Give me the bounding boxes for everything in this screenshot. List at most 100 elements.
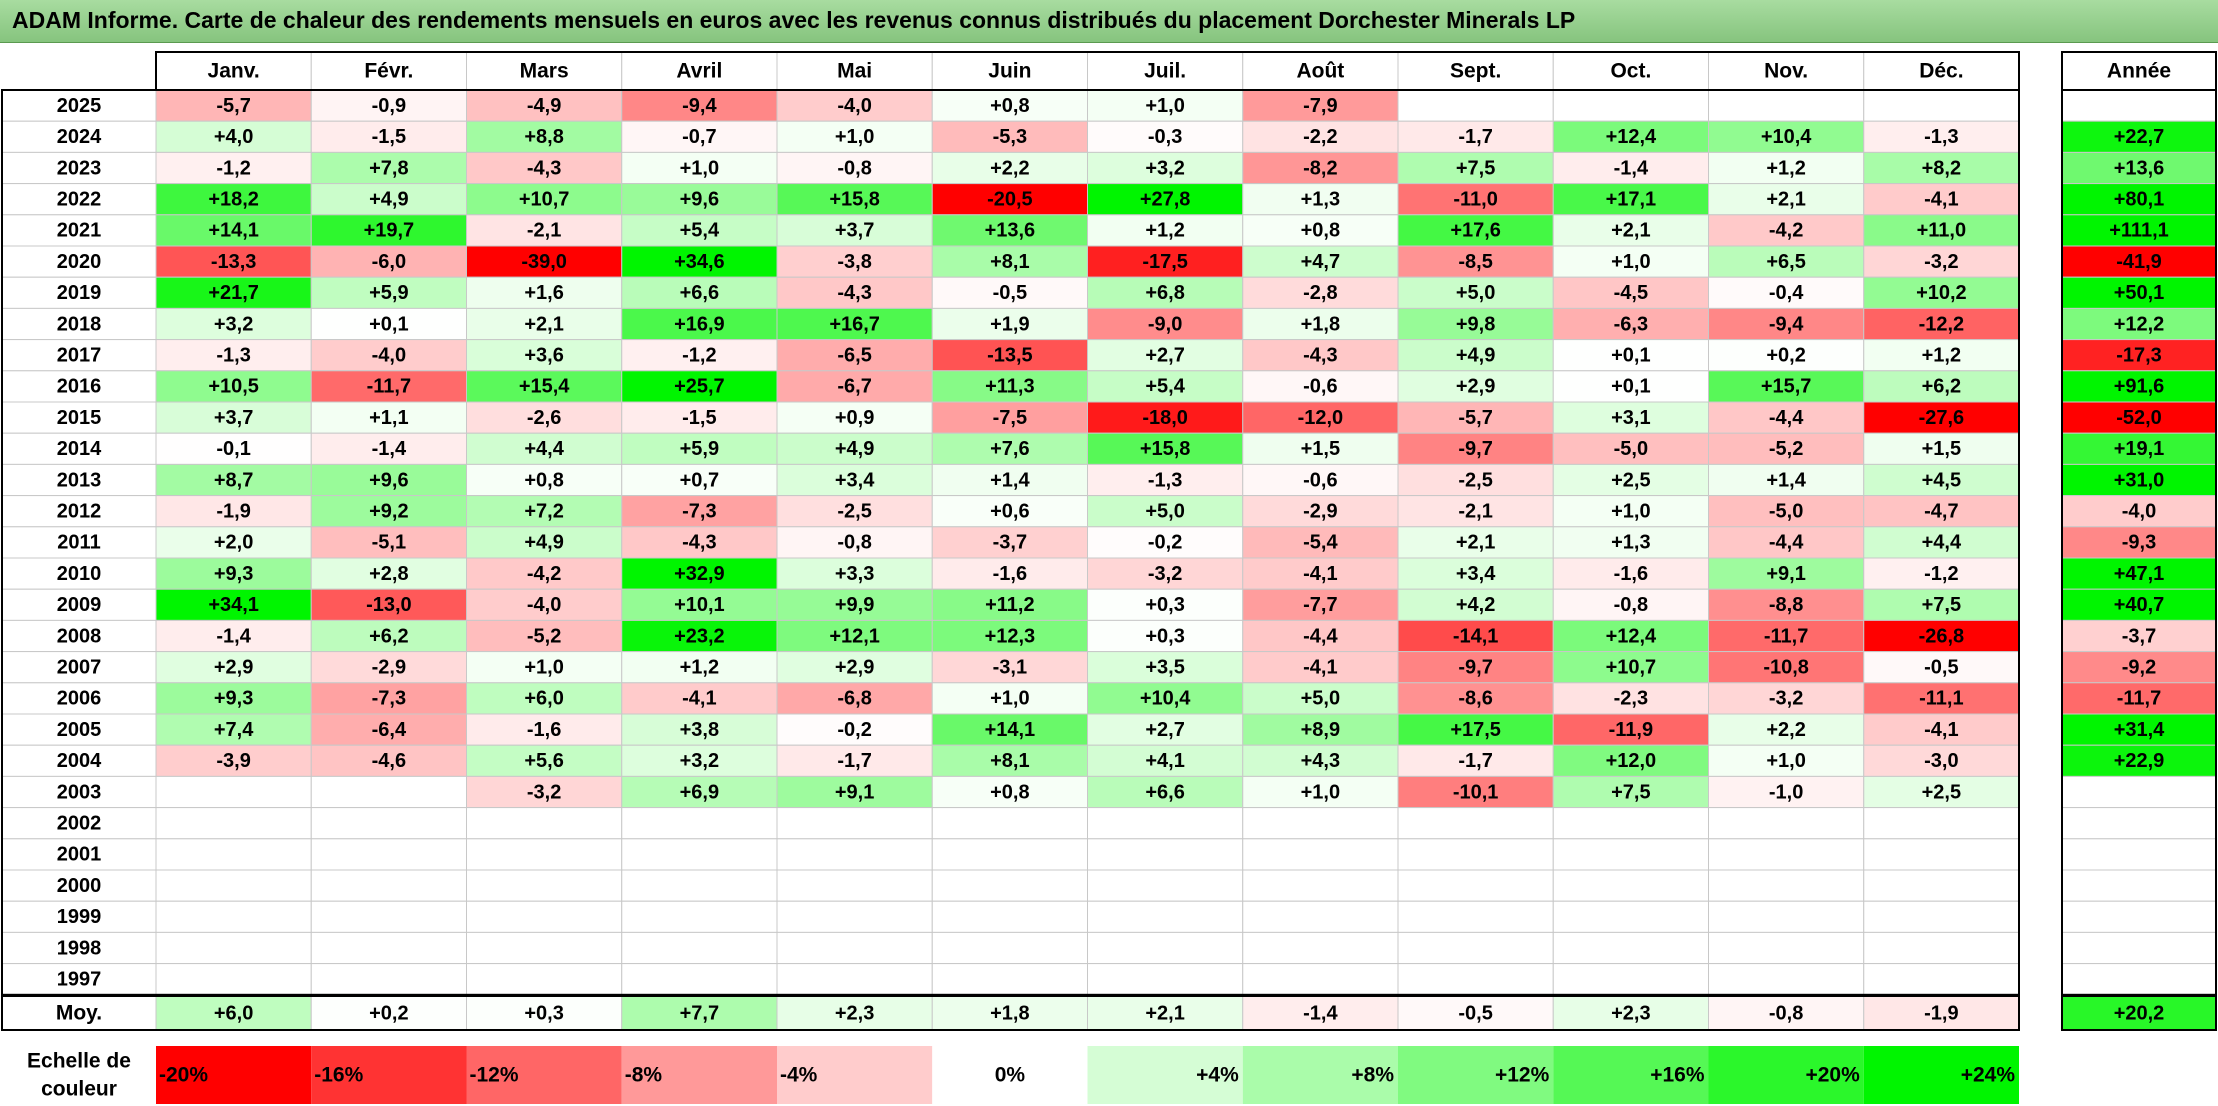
heatmap-cell <box>621 651 778 684</box>
heatmap-cell <box>155 401 312 434</box>
heatmap-cell <box>1087 838 1244 871</box>
heatmap-cell-value: +3,4 <box>835 469 875 491</box>
heatmap-cell-value: -5,2 <box>1769 438 1803 460</box>
heatmap-cell-value: +15,8 <box>829 188 880 210</box>
heatmap-cell <box>1087 183 1244 216</box>
heatmap-cell-value: -4,3 <box>527 157 561 179</box>
heatmap-cell-value: +3,2 <box>214 313 253 335</box>
heatmap-cell <box>776 931 933 965</box>
heatmap-cell <box>155 588 312 621</box>
year-label: 2004 <box>57 750 102 772</box>
heatmap-cell <box>776 900 933 933</box>
heatmap-cell-value: +10,4 <box>1140 688 1191 710</box>
month-header-cell <box>466 51 623 91</box>
heatmap-cell-value: +7,5 <box>1611 781 1650 803</box>
heatmap-cell <box>155 370 312 403</box>
heatmap-cell-value: +1,0 <box>680 157 719 179</box>
heatmap-cell-value: -3,2 <box>1924 251 1958 273</box>
heatmap-cell-value: +3,6 <box>524 344 563 366</box>
heatmap-cell <box>1552 526 1709 559</box>
year-label: 2009 <box>57 594 102 616</box>
year-label: 2007 <box>57 656 102 678</box>
heatmap-cell-value: -10,1 <box>1453 781 1499 803</box>
heatmap-cell <box>1863 183 2020 216</box>
heatmap-cell <box>310 651 467 684</box>
heatmap-cell-value: -1,2 <box>216 157 250 179</box>
heatmap-cell <box>1087 89 1244 122</box>
heatmap-cell-value: -5,0 <box>1769 500 1803 522</box>
heatmap-cell-value: -4,4 <box>1769 407 1804 429</box>
year-label-cell <box>1 775 157 809</box>
heatmap-cell <box>1242 339 1399 372</box>
year-label: 2013 <box>57 469 102 491</box>
heatmap-cell-value: -8,5 <box>1458 251 1492 273</box>
year-label: 2020 <box>57 251 102 273</box>
heatmap-cell-value: +21,7 <box>208 282 259 304</box>
heatmap-cell <box>1552 838 1709 871</box>
color-scale-swatch <box>1708 1046 1864 1104</box>
year-label: 2012 <box>57 500 102 522</box>
heatmap-cell <box>1397 807 1554 840</box>
heatmap-cell-value: -11,9 <box>1609 719 1653 741</box>
heatmap-cell <box>931 682 1088 715</box>
heatmap-cell <box>1242 432 1399 465</box>
heatmap-cell-value: +5,4 <box>680 220 720 242</box>
color-scale-swatch <box>1553 1046 1709 1104</box>
heatmap-cell <box>1863 214 2020 247</box>
color-scale-label: +16% <box>1650 1064 1705 1087</box>
heatmap-cell-value: +1,3 <box>1611 532 1650 554</box>
heatmap-cell-value: -10,8 <box>1763 656 1809 678</box>
heatmap-cell-value: +0,8 <box>1301 220 1340 242</box>
heatmap-cell-value: -0,6 <box>1303 376 1337 398</box>
color-scale-swatch <box>932 1046 1088 1104</box>
heatmap-cell-value: -1,0 <box>1769 781 1803 803</box>
heatmap-cell-value: +4,7 <box>1301 251 1340 273</box>
heatmap-cell-value: +2,8 <box>369 563 408 585</box>
heatmap-cell-value: -6,8 <box>837 688 871 710</box>
heatmap-cell-value: +12,4 <box>1606 126 1657 148</box>
heatmap-cell <box>1242 619 1399 653</box>
year-label-cell <box>1 151 157 185</box>
color-scale-label: +4% <box>1196 1064 1239 1087</box>
annual-cell-value: +31,0 <box>2114 469 2165 491</box>
year-label: 2015 <box>57 407 102 429</box>
heatmap-cell-value: +4,2 <box>1456 594 1495 616</box>
heatmap-cell-value: -6,5 <box>837 344 871 366</box>
heatmap-cell <box>310 151 467 185</box>
heatmap-cell <box>1708 682 1865 715</box>
heatmap-cell <box>1863 89 2020 122</box>
heatmap-cell-value: +27,8 <box>1140 188 1191 210</box>
heatmap-cell-value: +1,0 <box>1766 750 1805 772</box>
heatmap-cell-value: -9,4 <box>1769 313 1804 335</box>
annual-cell-value: +80,1 <box>2114 188 2165 210</box>
heatmap-cell-value: -9,4 <box>682 95 717 117</box>
heatmap-cell-value: +17,6 <box>1450 220 1501 242</box>
heatmap-cell <box>621 463 778 497</box>
heatmap-cell-value: -7,7 <box>1303 594 1337 616</box>
heatmap-cell-value: +0,8 <box>990 95 1029 117</box>
heatmap-cell-value: -0,4 <box>1769 282 1804 304</box>
heatmap-cell-value: +1,2 <box>1922 344 1961 366</box>
annual-cell-value: -9,3 <box>2122 532 2156 554</box>
heatmap-cell <box>1552 463 1709 497</box>
heatmap-cell-value: -8,2 <box>1303 157 1337 179</box>
annual-cell-value: -4,0 <box>2122 500 2156 522</box>
heatmap-cell-value: +34,1 <box>208 594 259 616</box>
heatmap-cell-value: -3,9 <box>216 750 250 772</box>
year-label: 2016 <box>57 376 102 398</box>
heatmap-cell <box>931 495 1088 528</box>
annual-cell-value: -9,2 <box>2122 656 2156 678</box>
year-label: 2018 <box>57 313 102 335</box>
heatmap-cell <box>466 838 623 871</box>
heatmap-cell <box>310 463 467 497</box>
heatmap-cell-value: +7,8 <box>369 157 408 179</box>
year-label-cell <box>1 557 157 590</box>
heatmap-cell-value: +0,1 <box>369 313 408 335</box>
heatmap-cell-value: +6,8 <box>1145 282 1184 304</box>
heatmap-cell-value: +12,1 <box>829 625 880 647</box>
color-scale-label: +12% <box>1495 1064 1550 1087</box>
heatmap-cell <box>776 713 933 746</box>
heatmap-cell <box>1552 713 1709 746</box>
heatmap-cell-value: +9,1 <box>1766 563 1805 585</box>
heatmap-cell-value: +1,5 <box>1301 438 1340 460</box>
